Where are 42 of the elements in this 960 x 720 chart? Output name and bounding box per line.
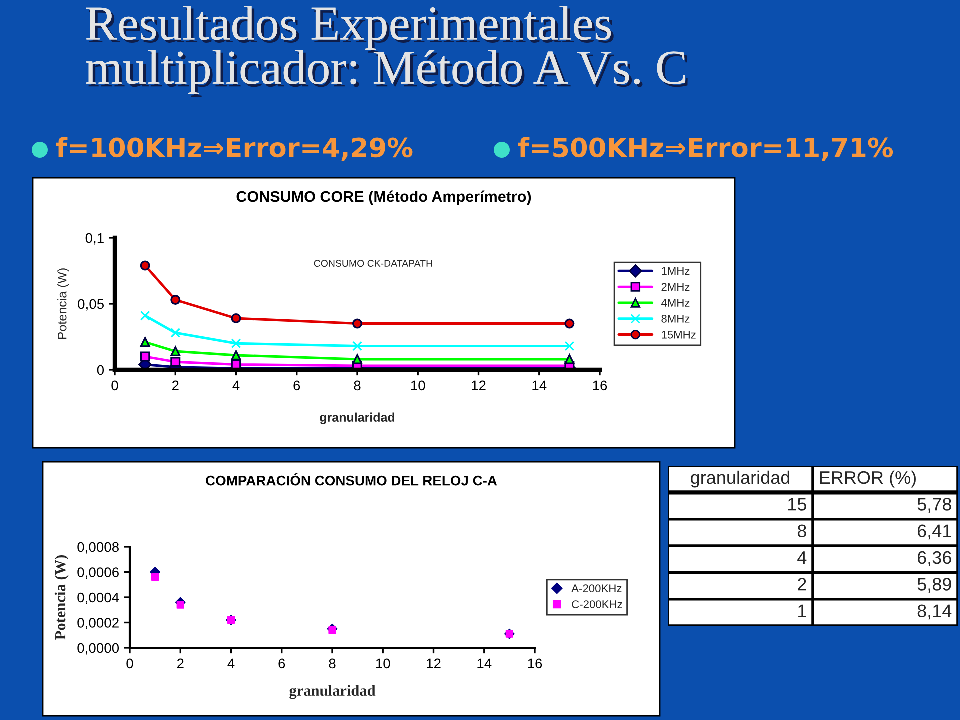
legend-label: 4MHz	[661, 299, 690, 307]
chart-title: COMPARACIÓN CONSUMO DEL RELOJ C-A	[206, 473, 498, 486]
annotation: CONSUMO CK-DATAPATH	[314, 260, 432, 268]
legend-label: C-200KHz	[572, 600, 622, 608]
text: f=100KHz⇒Error=4,29%	[56, 137, 413, 162]
x-axis-title: granularidad	[320, 412, 395, 425]
x-tick-label: 14	[478, 658, 492, 668]
x-tick-label: 0	[126, 658, 134, 669]
x-tick-label: 16	[593, 380, 608, 391]
x-tick-label: 4	[228, 658, 235, 668]
legend-label: 8MHz	[662, 315, 690, 323]
x-tick-label: 2	[172, 380, 179, 390]
legend-label: 1MHz	[662, 267, 690, 276]
x-tick-label: 14	[532, 380, 547, 390]
x-tick-label: 16	[528, 658, 542, 669]
legend-label: 15MHz	[662, 331, 696, 339]
text: f=500KHz⇒Error=11,71%	[518, 137, 894, 162]
x-axis-title: granularidad	[290, 685, 376, 700]
chart-title: CONSUMO CORE (Método Amperímetro)	[236, 190, 532, 206]
y-tick-label: 0,1	[86, 233, 104, 245]
y-tick-label: 0,0000	[78, 643, 120, 655]
x-tick-label: 10	[376, 658, 390, 669]
legend-label: 2MHz	[662, 283, 690, 291]
y-tick-label: 0,0008	[78, 542, 119, 554]
x-tick-label: 8	[329, 658, 336, 669]
y-tick-label: 0	[97, 365, 104, 376]
y-tick-label: 0,0006	[78, 568, 119, 580]
x-tick-label: 12	[472, 380, 486, 390]
x-tick-label: 2	[177, 658, 184, 668]
x-tick-label: 4	[232, 380, 240, 390]
x-tick-label: 12	[427, 658, 441, 668]
y-tick-label: 0,0002	[78, 618, 119, 630]
legend-label: A-200KHz	[572, 584, 622, 593]
x-tick-label: 6	[278, 658, 286, 669]
x-tick-label: 6	[294, 380, 300, 391]
y-axis-title: Potencia (W)	[58, 268, 70, 340]
x-tick-label: 10	[411, 380, 426, 391]
y-tick-label: 0,0004	[78, 592, 120, 604]
y-axis-title: Potencia (W)	[54, 556, 69, 640]
x-tick-label: 8	[354, 380, 361, 391]
text: Resultados Experimentales multiplicador: Método A Vs. C	[86, 6, 688, 98]
y-tick-label: 0,05	[78, 299, 104, 311]
